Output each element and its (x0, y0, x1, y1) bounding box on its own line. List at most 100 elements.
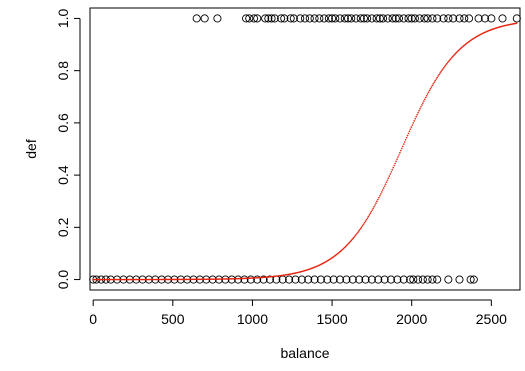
data-point (460, 14, 469, 23)
data-point (374, 275, 383, 284)
data-point (428, 14, 437, 23)
fit-curve-point (388, 175, 391, 177)
fit-curve-point (395, 160, 397, 163)
data-point (455, 275, 464, 284)
data-point (267, 14, 276, 23)
fit-curve-point (370, 210, 373, 213)
fit-curve-point (365, 218, 368, 221)
fit-curve-point (432, 82, 435, 85)
fit-curve-point (372, 207, 374, 210)
data-point (340, 14, 349, 23)
fit-curve-point (385, 181, 388, 183)
data-point (320, 14, 329, 23)
fit-curve-point (412, 122, 415, 124)
data-point (359, 14, 368, 23)
x-axis: 0 500 1000 1500 2000 2500 (89, 299, 507, 327)
data-point (343, 14, 353, 23)
plot-frame (89, 7, 521, 291)
fit-curve-point (440, 70, 442, 73)
fit-curve-point (380, 193, 382, 195)
fit-curve-point (357, 231, 359, 234)
data-point (433, 275, 442, 284)
data-point (415, 14, 424, 23)
data-point (259, 275, 268, 284)
fit-curve-point (401, 145, 404, 148)
y-tick-label: 0.6 (55, 113, 71, 133)
fit-curve-point (354, 235, 356, 237)
x-tick-label: 500 (161, 311, 185, 327)
fit-curve-point (384, 183, 387, 185)
fit-curve-point (348, 241, 351, 244)
data-point (428, 275, 437, 284)
fit-curve-point (367, 215, 370, 218)
fit-curve-point (423, 100, 425, 102)
data-point (391, 14, 400, 23)
fit-curve-point (383, 185, 386, 187)
fit-curve-point (377, 198, 379, 201)
data-point (240, 275, 249, 284)
fit-curve (92, 22, 518, 281)
data-point (407, 14, 416, 23)
data-point (315, 14, 324, 23)
fit-curve-point (402, 143, 405, 145)
fit-curve-point (376, 200, 378, 203)
data-point (246, 275, 255, 284)
fit-curve-point (445, 62, 448, 65)
fit-curve-point (345, 244, 348, 247)
fit-curve-point (382, 187, 385, 189)
data-point (423, 14, 432, 23)
data-point (347, 14, 356, 23)
fit-curve-point (352, 237, 354, 240)
fit-curve-point (411, 124, 414, 126)
data-point (335, 275, 345, 284)
fit-curve-point (378, 196, 380, 199)
data-point (264, 14, 273, 23)
fit-curve-point (405, 136, 408, 139)
data-point (449, 14, 458, 23)
data-point (348, 275, 357, 284)
fit-curve-point (356, 232, 358, 235)
data-point (249, 14, 259, 23)
fit-curve-point (438, 73, 440, 76)
fit-curve-point (401, 147, 403, 150)
data-point (261, 14, 270, 23)
fit-curve-point (393, 164, 395, 167)
data-point (455, 14, 464, 23)
data-point (363, 14, 372, 23)
data-point (433, 14, 442, 23)
data-point (393, 275, 402, 284)
fit-curve-point (410, 126, 413, 128)
data-point (324, 14, 333, 23)
y-tick-label: 0.4 (55, 165, 71, 185)
fit-curve-point (396, 158, 398, 160)
fit-curve-point (444, 65, 446, 68)
y-tick-label: 0.0 (55, 270, 71, 290)
points-layer (89, 14, 521, 284)
data-point (300, 14, 310, 23)
x-tick-label: 0 (89, 311, 97, 327)
fit-curve-point (358, 228, 361, 231)
data-point (280, 14, 289, 23)
fit-curve-point (346, 243, 349, 246)
fit-curve-point (435, 78, 438, 80)
data-point (291, 275, 300, 284)
data-point (253, 275, 262, 284)
data-point (351, 14, 361, 23)
data-point (355, 275, 364, 284)
data-point (409, 275, 418, 284)
fit-curve-point (453, 53, 456, 56)
y-tick-label: 0.8 (55, 61, 71, 81)
fit-curve-point (437, 75, 439, 77)
fit-curve-point (358, 230, 360, 232)
data-point (367, 14, 376, 23)
data-point (414, 275, 423, 284)
fit-curve-point (409, 128, 412, 130)
fit-curve-point (442, 68, 444, 70)
fit-curve-point (430, 86, 433, 88)
fit-curve-point (362, 223, 365, 225)
data-point (234, 275, 243, 284)
fit-curve-point (454, 52, 457, 55)
data-point (487, 14, 496, 23)
fit-curve-point (363, 221, 366, 224)
